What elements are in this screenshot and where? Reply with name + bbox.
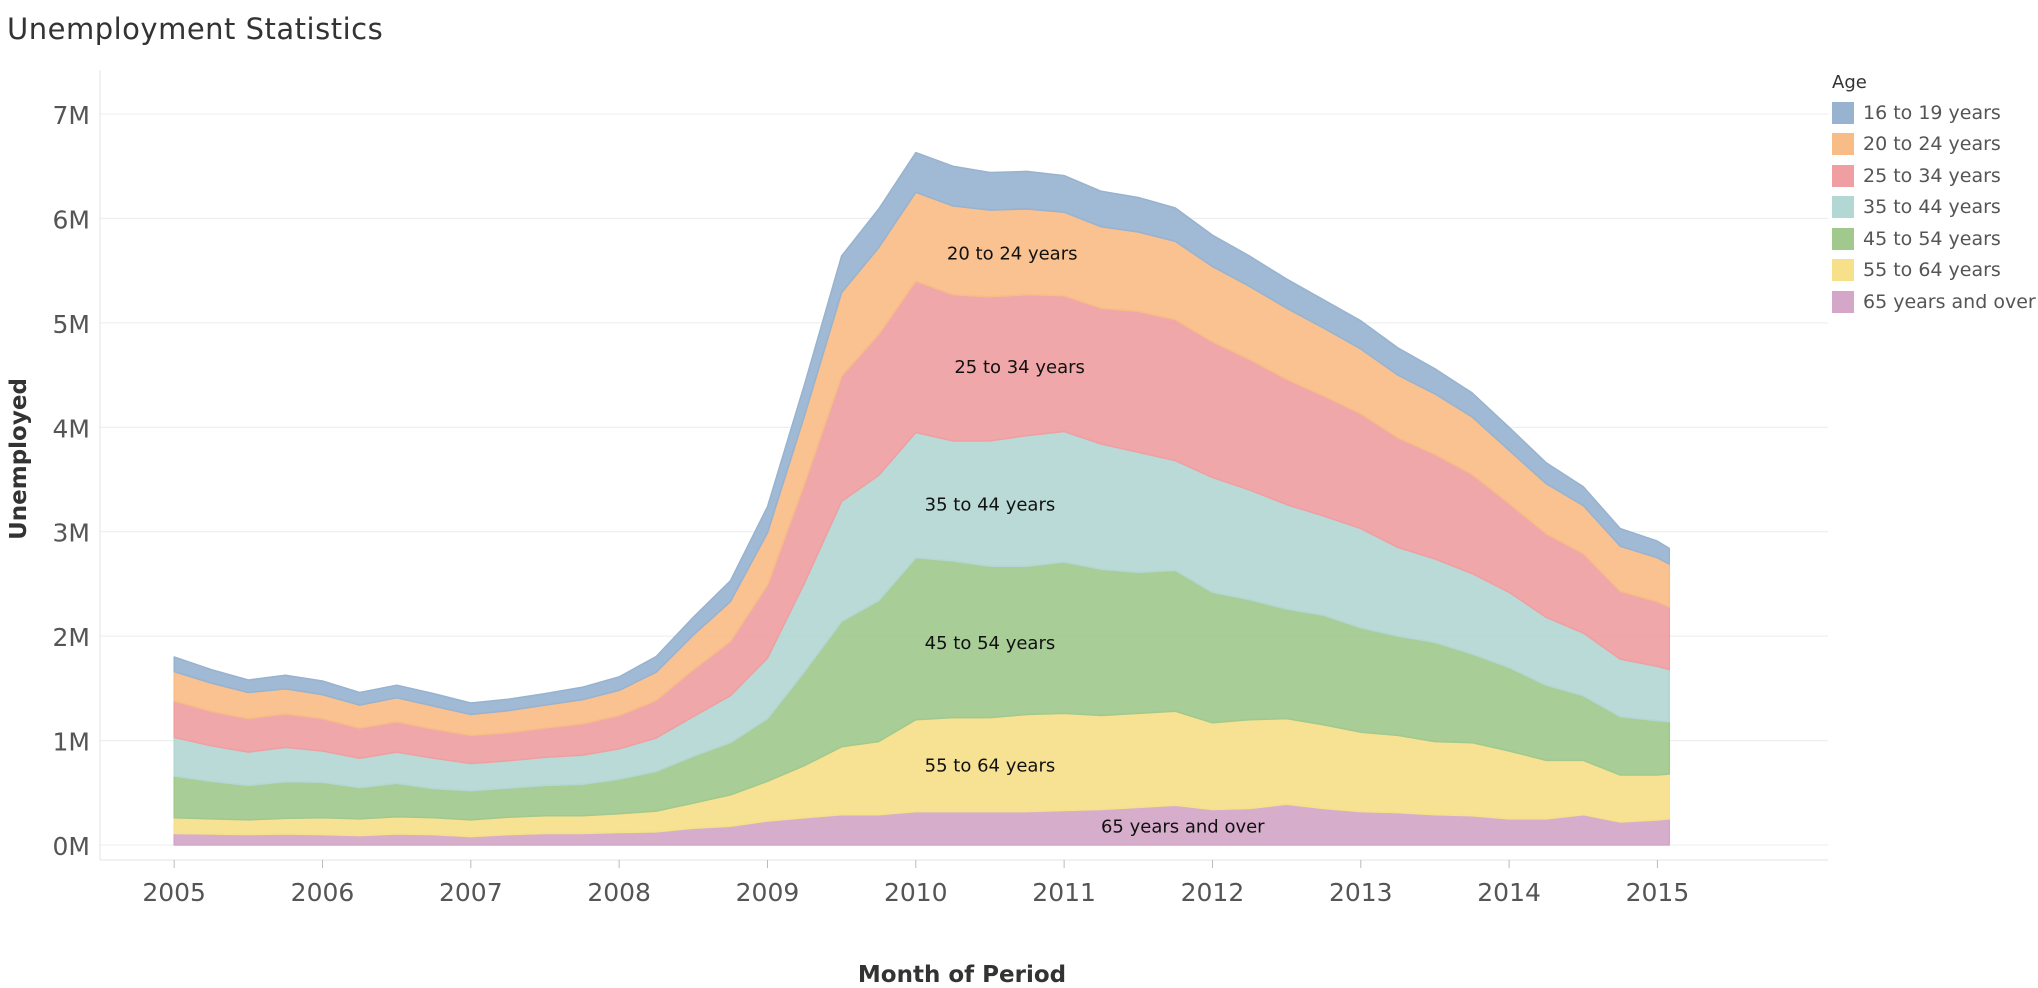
x-tick-label: 2009 — [736, 878, 800, 907]
x-tick-label: 2008 — [587, 878, 651, 907]
legend-item[interactable]: 16 to 19 years — [1832, 97, 2036, 129]
x-tick-label: 2011 — [1032, 878, 1096, 907]
legend-swatch — [1832, 101, 1854, 124]
x-tick-label: 2014 — [1477, 878, 1541, 907]
x-tick-label: 2007 — [439, 878, 503, 907]
legend-label: 25 to 34 years — [1863, 164, 2001, 187]
legend-label: 35 to 44 years — [1863, 196, 2001, 219]
legend-label: 20 to 24 years — [1863, 133, 2001, 156]
x-tick-label: 2006 — [291, 878, 355, 907]
x-tick-label: 2010 — [884, 878, 948, 907]
series-label: 65 years and over — [1101, 817, 1265, 838]
legend-swatch — [1832, 259, 1854, 282]
legend-item[interactable]: 55 to 64 years — [1832, 255, 2036, 287]
series-labels: 65 years and over 55 to 64 years 45 to 54 … — [925, 243, 1266, 837]
y-tick-label: 5M — [53, 310, 90, 339]
x-axis: 2005 2006 2007 2008 2009 2010 2011 2012 2013 2014… — [100, 859, 1828, 907]
y-tick-label: 6M — [53, 205, 90, 234]
y-tick-label: 3M — [53, 519, 90, 548]
chart-title: Unemployment Statistics — [7, 12, 384, 46]
y-axis: 0M 1M 2M 3M 4M 5M 6M 7M — [53, 70, 101, 861]
y-tick-label: 7M — [53, 101, 90, 130]
legend-swatch — [1832, 196, 1854, 219]
series-label: 35 to 44 years — [925, 495, 1056, 516]
legend-item[interactable]: 35 to 44 years — [1832, 192, 2036, 224]
legend-label: 55 to 64 years — [1863, 259, 2001, 282]
legend-swatch — [1832, 290, 1854, 313]
y-tick-label: 1M — [53, 728, 90, 757]
legend-swatch — [1832, 133, 1854, 156]
y-tick-label: 4M — [53, 414, 90, 443]
y-tick-label: 0M — [53, 832, 90, 861]
legend-label: 65 years and over — [1863, 290, 2036, 313]
series-label: 55 to 64 years — [925, 756, 1056, 777]
legend-label: 16 to 19 years — [1863, 101, 2001, 124]
legend-title: Age — [1832, 72, 1867, 93]
stacked-areas — [173, 151, 1671, 846]
legend: Age 16 to 19 years 20 to 24 years 25 to 34… — [1832, 72, 2036, 318]
x-tick-label: 2005 — [142, 878, 206, 907]
legend-item[interactable]: 20 to 24 years — [1832, 129, 2036, 161]
legend-items: 16 to 19 years 20 to 24 years 25 to 34 yea… — [1832, 97, 2036, 318]
legend-item[interactable]: 65 years and over — [1832, 286, 2036, 318]
series-label: 20 to 24 years — [947, 243, 1078, 264]
legend-swatch — [1832, 227, 1854, 250]
area-16-to-19-years[interactable] — [173, 151, 1671, 716]
series-label: 45 to 54 years — [925, 633, 1056, 654]
x-tick-label: 2012 — [1181, 878, 1245, 907]
legend-item[interactable]: 45 to 54 years — [1832, 223, 2036, 255]
y-axis-title: Unemployed — [6, 378, 32, 540]
series-label: 25 to 34 years — [954, 357, 1085, 378]
y-tick-label: 2M — [53, 623, 90, 652]
legend-label: 45 to 54 years — [1863, 227, 2001, 250]
legend-swatch — [1832, 164, 1854, 187]
x-tick-label: 2013 — [1329, 878, 1393, 907]
legend-item[interactable]: 25 to 34 years — [1832, 160, 2036, 192]
x-axis-title: Month of Period — [858, 962, 1066, 988]
x-tick-label: 2015 — [1626, 878, 1690, 907]
